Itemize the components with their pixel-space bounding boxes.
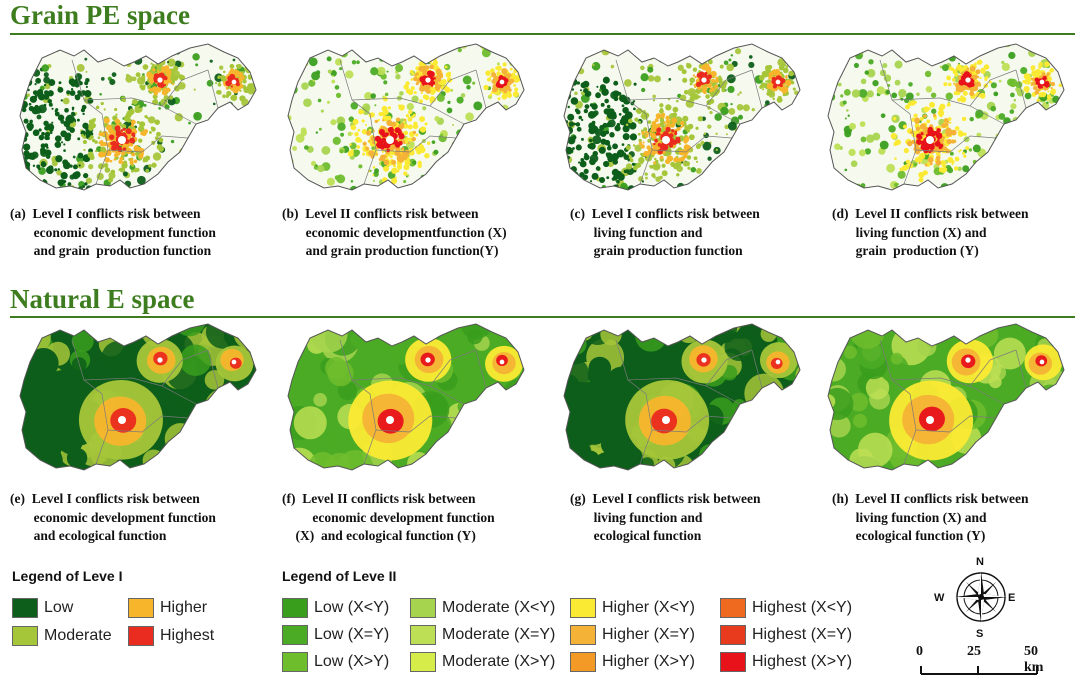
- caption-d: (d) Level II conflicts risk between livi…: [832, 206, 1029, 258]
- legend-swatch: [12, 626, 38, 646]
- grain-space-divider: [10, 33, 1075, 35]
- map-panel-e: [12, 320, 264, 475]
- legend-level2-item: Low (X>Y): [282, 652, 389, 672]
- map-panel-g: [556, 320, 808, 475]
- map-h: [827, 323, 1065, 471]
- legend-swatch: [410, 598, 436, 618]
- legend-label: Moderate (X<Y): [442, 599, 556, 616]
- legend-swatch: [410, 625, 436, 645]
- legend-swatch: [128, 598, 154, 618]
- legend-level1-higher: Higher: [128, 598, 207, 618]
- legend-swatch: [282, 652, 308, 672]
- compass-rose-icon: [955, 571, 1007, 623]
- legend-label: Higher (X=Y): [602, 626, 695, 643]
- map-b: [287, 43, 525, 191]
- legend-level2-item: Higher (X>Y): [570, 652, 695, 672]
- scale-bar-icon: [920, 666, 1038, 675]
- map-f: [287, 323, 525, 471]
- legend-swatch: [570, 625, 596, 645]
- grain-space-title: Grain PE space: [10, 0, 190, 30]
- legend-swatch: [720, 652, 746, 672]
- map-a: [19, 43, 257, 191]
- legend-label: Moderate: [44, 627, 112, 644]
- legend-swatch: [128, 626, 154, 646]
- legend-level2-item: Moderate (X>Y): [410, 652, 555, 672]
- legend-swatch: [410, 652, 436, 672]
- legend-level2-item: Higher (X<Y): [570, 598, 695, 618]
- legend-level2-item: Highest (X=Y): [720, 625, 852, 645]
- scale-bar: 0 25 50 km: [916, 644, 1056, 678]
- legend-swatch: [570, 598, 596, 618]
- legend-swatch: [282, 598, 308, 618]
- legend-label: Higher: [160, 599, 208, 616]
- compass-east-label: E: [1008, 592, 1016, 604]
- scale-label-end: 50 km: [1024, 644, 1044, 675]
- legend-label: Higher (X>Y): [602, 653, 695, 670]
- legend-swatch: [720, 625, 746, 645]
- scale-label-zero: 0: [916, 644, 923, 659]
- caption-b: (b) Level II conflicts risk between econ…: [282, 206, 507, 258]
- caption-c: (c) Level I conflicts risk between livin…: [570, 206, 760, 258]
- legend-level2-item: Low (X=Y): [282, 625, 389, 645]
- map-panel-a: [12, 40, 264, 195]
- compass: N S W E: [934, 556, 1016, 640]
- legend-level1-low: Low: [12, 598, 73, 618]
- map-panel-d: [820, 40, 1072, 195]
- legend-level2-item: Highest (X>Y): [720, 652, 852, 672]
- legend-label: Low (X<Y): [314, 599, 390, 616]
- legend-label: Highest (X=Y): [752, 626, 853, 643]
- legend-label: Low (X=Y): [314, 626, 390, 643]
- legend-label: Highest: [160, 627, 215, 644]
- map-c: [563, 43, 801, 191]
- legend-level1-title: Legend of Leve I: [12, 568, 123, 584]
- caption-f: (f) Level II conflicts risk between econ…: [282, 491, 495, 543]
- map-g: [563, 323, 801, 471]
- caption-g: (g) Level I conflicts risk between livin…: [570, 491, 761, 543]
- caption-h: (h) Level II conflicts risk between livi…: [832, 491, 1029, 543]
- legend-label: Low: [44, 599, 74, 616]
- map-panel-f: [280, 320, 532, 475]
- legend-label: Highest (X>Y): [752, 653, 853, 670]
- map-d: [827, 43, 1065, 191]
- legend-label: Moderate (X=Y): [442, 626, 556, 643]
- caption-e: (e) Level I conflicts risk between econo…: [10, 491, 216, 543]
- legend-label: Moderate (X>Y): [442, 653, 556, 670]
- legend-level2-item: Low (X<Y): [282, 598, 389, 618]
- legend-level2-item: Moderate (X<Y): [410, 598, 555, 618]
- map-panel-h: [820, 320, 1072, 475]
- map-e: [19, 323, 257, 471]
- legend-level1-moderate: Moderate: [12, 626, 112, 646]
- caption-a: (a) Level I conflicts risk between econo…: [10, 206, 216, 258]
- legend-label: Highest (X<Y): [752, 599, 853, 616]
- natural-space-divider: [10, 316, 1075, 318]
- compass-north-label: N: [976, 556, 984, 568]
- legend-swatch: [282, 625, 308, 645]
- legend-level2-item: Highest (X<Y): [720, 598, 852, 618]
- legend-swatch: [720, 598, 746, 618]
- legend-label: Higher (X<Y): [602, 599, 695, 616]
- legend-label: Low (X>Y): [314, 653, 390, 670]
- natural-space-title: Natural E space: [10, 284, 195, 314]
- legend-level1-highest: Highest: [128, 626, 214, 646]
- scale-label-mid: 25: [967, 644, 981, 659]
- legend-level2-item: Higher (X=Y): [570, 625, 695, 645]
- compass-south-label: S: [976, 628, 984, 640]
- legend-swatch: [12, 598, 38, 618]
- legend-swatch: [570, 652, 596, 672]
- compass-west-label: W: [934, 592, 945, 604]
- map-panel-c: [556, 40, 808, 195]
- legend-level2-item: Moderate (X=Y): [410, 625, 555, 645]
- legend-level2-title: Legend of Leve II: [282, 568, 397, 584]
- map-panel-b: [280, 40, 532, 195]
